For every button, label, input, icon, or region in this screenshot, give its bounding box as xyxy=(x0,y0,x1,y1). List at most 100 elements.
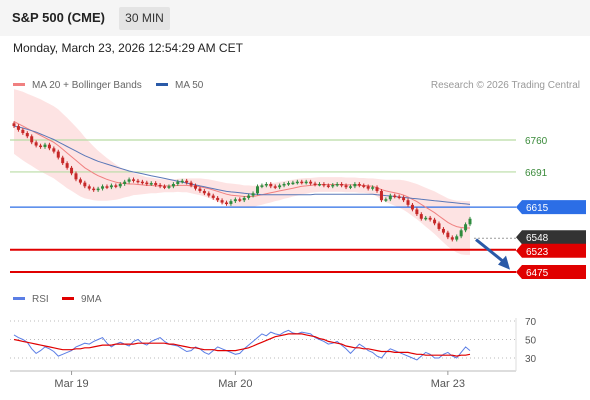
ma9-swatch xyxy=(62,296,74,300)
candle-body xyxy=(428,217,432,220)
level-label-6548: 6548 xyxy=(526,233,549,244)
candle-body xyxy=(65,163,69,168)
legend-rsi-label: RSI xyxy=(32,294,49,305)
instrument-title: S&P 500 (CME) xyxy=(12,10,105,25)
candle-body xyxy=(344,185,348,188)
candle-body xyxy=(140,181,144,184)
candle-body xyxy=(207,193,211,196)
legend-ma50: MA 50 xyxy=(156,80,203,91)
forecast-arrow-line xyxy=(475,238,507,265)
candle-body xyxy=(397,196,401,199)
candle-body xyxy=(335,184,339,186)
legend-ma20-label: MA 20 + Bollinger Bands xyxy=(32,80,142,91)
candle-body xyxy=(273,186,277,188)
candle-body xyxy=(171,184,175,187)
candle-body xyxy=(313,183,317,186)
x-tick-label: Mar 20 xyxy=(218,378,252,390)
candle-body xyxy=(322,184,326,186)
candle-body xyxy=(216,197,220,201)
candle-body xyxy=(92,188,96,191)
candle-body xyxy=(154,183,158,185)
candle-body xyxy=(25,133,29,137)
candle-body xyxy=(295,181,299,184)
level-label-6615: 6615 xyxy=(526,203,549,214)
header-bar xyxy=(0,0,590,36)
level-tag-6548 xyxy=(516,230,586,245)
candle-body xyxy=(198,188,202,191)
rsi-swatch xyxy=(13,296,25,300)
rsi-tick-label: 30 xyxy=(525,354,537,365)
candle-body xyxy=(176,181,180,184)
candle-body xyxy=(189,182,193,186)
level-tag-6475 xyxy=(516,265,586,279)
candle-body xyxy=(61,157,65,164)
candle-body xyxy=(105,186,109,188)
candle-body xyxy=(415,209,419,215)
forecast-arrow-head xyxy=(498,255,510,270)
ma20-swatch xyxy=(13,82,25,86)
candle-body xyxy=(163,186,167,188)
candle-body xyxy=(379,190,383,201)
ma20-line xyxy=(13,121,470,229)
candle-body xyxy=(233,199,237,202)
candle-body xyxy=(247,195,251,198)
candle-body xyxy=(145,182,149,185)
candle-body xyxy=(455,236,459,240)
x-tick-label: Mar 23 xyxy=(431,378,465,390)
candle-body xyxy=(39,145,43,148)
candle-body xyxy=(410,204,414,210)
rsi-tick-label: 70 xyxy=(525,317,537,328)
candle-body xyxy=(450,237,454,240)
candle-body xyxy=(331,184,335,187)
candle-body xyxy=(366,186,370,189)
candle-body xyxy=(202,190,206,194)
candle-body xyxy=(419,214,423,219)
candle-body xyxy=(348,186,352,188)
timeframe-button[interactable]: 30 MIN xyxy=(119,7,170,30)
candle-body xyxy=(251,193,255,196)
candle-body xyxy=(101,186,105,189)
candle-body xyxy=(357,184,361,186)
candle-body xyxy=(21,129,25,134)
ma50-swatch xyxy=(156,82,168,86)
candle-body xyxy=(446,232,450,238)
candle-body xyxy=(56,151,60,158)
candle-body xyxy=(406,200,410,205)
candle-body xyxy=(30,136,34,143)
candle-body xyxy=(238,199,242,201)
candle-body xyxy=(384,199,388,201)
level-tag-6615 xyxy=(516,200,586,215)
candle-body xyxy=(78,179,82,183)
rsi-line xyxy=(13,329,471,361)
candle-body xyxy=(393,195,397,198)
candle-body xyxy=(441,228,445,233)
candle-body xyxy=(229,201,233,204)
candle-body xyxy=(424,217,428,220)
candle-body xyxy=(260,185,264,187)
legend-rsi: RSI xyxy=(13,294,49,305)
candle-body xyxy=(468,218,472,225)
candle-body xyxy=(326,185,330,187)
candle-body xyxy=(402,197,406,201)
candle-body xyxy=(149,183,153,185)
candle-body xyxy=(83,182,87,187)
candle-body xyxy=(353,184,357,187)
level-label-6475: 6475 xyxy=(526,268,549,279)
candle-body xyxy=(136,180,140,183)
candle-body xyxy=(362,185,366,187)
candle-body xyxy=(180,180,184,183)
candle-body xyxy=(433,219,437,224)
candle-body xyxy=(282,184,286,186)
legend-ma20-bb: MA 20 + Bollinger Bands xyxy=(13,80,142,91)
candle-body xyxy=(109,185,113,188)
ma9-line xyxy=(13,333,471,357)
candle-body xyxy=(459,230,463,237)
candle-body xyxy=(309,181,313,184)
candle-body xyxy=(220,200,224,203)
candle-body xyxy=(158,184,162,187)
candle-body xyxy=(300,181,304,184)
datetime-label: Monday, March 23, 2026 12:54:29 AM CET xyxy=(13,41,243,55)
candle-body xyxy=(114,185,118,187)
candle-body xyxy=(278,185,282,188)
